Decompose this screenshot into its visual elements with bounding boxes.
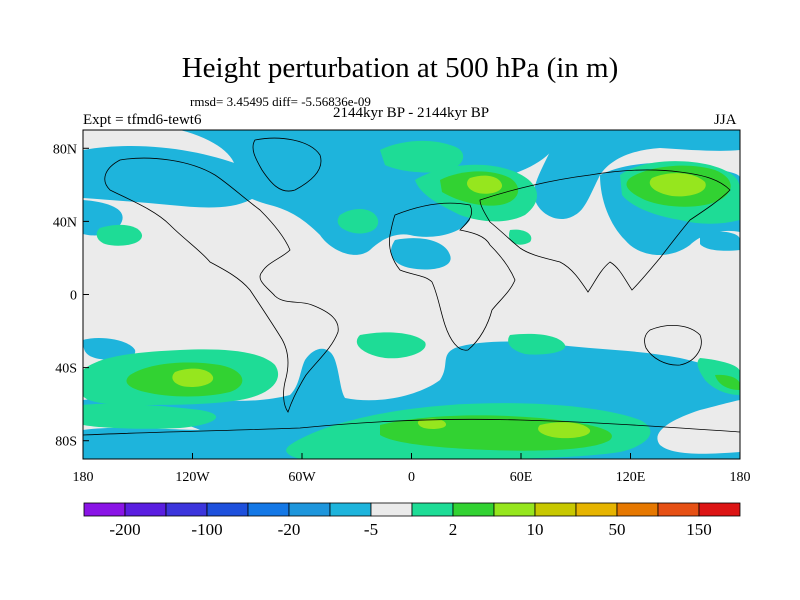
colorbar-swatch <box>329 502 372 517</box>
colorbar-label: 150 <box>686 520 712 539</box>
field-layer <box>83 130 740 459</box>
colorbar-label: -200 <box>109 520 140 539</box>
colorbar-swatch <box>124 502 167 517</box>
colorbar-swatch <box>534 502 577 517</box>
lon-tick-label: 60E <box>510 470 533 485</box>
colorbar-swatch <box>452 502 495 517</box>
coastlines <box>83 137 740 436</box>
colorbar-swatch <box>411 502 454 517</box>
longitude-axis: 180 120W 60W 0 60E 120E 180 <box>73 453 751 485</box>
lat-tick-label: 80N <box>53 142 77 157</box>
colorbar-label: -20 <box>278 520 301 539</box>
colorbar-swatch <box>288 502 331 517</box>
colorbar-swatch <box>657 502 700 517</box>
colorbar-swatch <box>247 502 290 517</box>
colorbar-label: 50 <box>609 520 626 539</box>
strongest-positive-region <box>172 173 706 439</box>
lon-tick-label: 120E <box>616 470 646 485</box>
colorbar: -200 -100 -20 -5 2 10 50 150 <box>83 502 741 539</box>
lat-tick-label: 40N <box>53 215 77 230</box>
lon-tick-label: 60W <box>288 470 316 485</box>
latitude-axis: 80N 40N 0 40S 80S <box>53 142 89 450</box>
lon-tick-label: 180 <box>730 470 751 485</box>
colorbar-label: 2 <box>449 520 458 539</box>
period-label: 2144kyr BP - 2144kyr BP <box>332 105 490 121</box>
colorbar-label: -5 <box>364 520 378 539</box>
colorbar-swatch <box>206 502 249 517</box>
lat-tick-label: 40S <box>55 362 77 377</box>
lat-tick-label: 80S <box>55 435 77 450</box>
colorbar-swatch <box>575 502 618 517</box>
lon-tick-label: 180 <box>73 470 94 485</box>
colorbar-swatch <box>370 502 413 517</box>
lon-tick-label: 120W <box>175 470 210 485</box>
lon-tick-label: 0 <box>408 470 415 485</box>
colorbar-swatch <box>698 502 741 517</box>
colorbar-label: 10 <box>527 520 544 539</box>
colorbar-label: -100 <box>191 520 222 539</box>
colorbar-swatch <box>165 502 208 517</box>
lat-tick-label: 0 <box>70 289 77 304</box>
season-label: JJA <box>714 112 737 128</box>
colorbar-swatch <box>616 502 659 517</box>
rmsd-diff-stats: rmsd= 3.45495 diff= -5.56836e-09 <box>190 94 371 109</box>
colorbar-swatch <box>83 502 126 517</box>
plot-title: Height perturbation at 500 hPa (in m) <box>181 52 619 84</box>
colorbar-swatch <box>493 502 536 517</box>
experiment-label: Expt = tfmd6-tewt6 <box>83 112 202 128</box>
